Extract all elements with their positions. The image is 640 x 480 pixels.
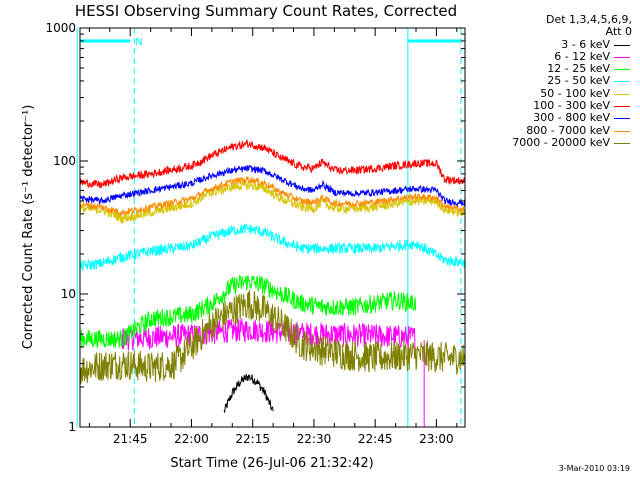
x-tick-label: 22:45 <box>358 432 393 446</box>
series-line <box>79 176 465 216</box>
x-tick-label: 22:30 <box>297 432 332 446</box>
legend-label: 25 - 50 keV <box>547 74 610 88</box>
y-tick-label: 1000 <box>45 21 76 35</box>
legend-label: 800 - 7000 keV <box>526 123 610 137</box>
series-line <box>79 274 417 349</box>
legend-swatch <box>614 44 630 46</box>
legend-label: 300 - 800 keV <box>533 111 610 125</box>
x-tick-label: 22:15 <box>235 432 270 446</box>
footer-timestamp: 3-Mar-2010 03:19 <box>558 464 630 473</box>
legend-entry: 12 - 25 keV <box>486 62 632 76</box>
y-axis-label: Corrected Count Rate (s⁻¹ detector⁻¹) <box>21 105 36 350</box>
legend-entry: 3 - 6 keV <box>486 37 632 51</box>
segment-label: N <box>135 37 142 48</box>
legend-swatch <box>614 142 630 144</box>
x-tick-label: 23:00 <box>419 432 454 446</box>
axis-layer: 1 10 100 1000 21:45 22:00 22:15 22:30 22:45 23:00 <box>45 21 465 446</box>
legend-swatch <box>614 69 630 71</box>
chart-title: HESSI Observing Summary Count Rates, Cor… <box>75 2 457 20</box>
x-tick-label: 21:45 <box>113 432 148 446</box>
y-tick-label: 1 <box>68 420 76 434</box>
plot-frame <box>79 27 466 428</box>
y-tick-label: 10 <box>61 287 76 301</box>
series-line <box>223 372 274 413</box>
legend-label: 100 - 300 keV <box>533 99 610 113</box>
legend-entry: 100 - 300 keV <box>486 99 632 113</box>
series-line <box>79 139 465 189</box>
legend-swatch <box>614 56 630 58</box>
legend: Det 1,3,4,5,6,9, Att 0 3 - 6 keV 6 - 12 … <box>486 13 632 149</box>
legend-header-attenuator: Att 0 <box>605 25 632 39</box>
legend-entry: 6 - 12 keV <box>486 49 632 63</box>
legend-entry: 800 - 7000 keV <box>486 123 632 137</box>
series-line <box>121 318 416 351</box>
legend-label: 3 - 6 keV <box>561 37 610 51</box>
series-line <box>79 165 466 208</box>
series-line <box>79 290 466 384</box>
x-axis-label: Start Time (26-Jul-06 21:32:42) <box>170 456 373 471</box>
legend-entry: 50 - 100 keV <box>486 86 632 100</box>
legend-label: 7000 - 20000 keV <box>512 135 610 149</box>
series-line <box>79 180 465 225</box>
legend-label: 6 - 12 keV <box>554 49 610 63</box>
legend-entry: 7000 - 20000 keV <box>486 135 632 149</box>
x-tick-label: 22:00 <box>174 432 209 446</box>
y-tick-label: 100 <box>53 154 76 168</box>
legend-swatch <box>614 106 630 108</box>
legend-swatch <box>614 93 630 95</box>
legend-label: 12 - 25 keV <box>547 62 610 76</box>
legend-header-detectors: Det 1,3,4,5,6,9, <box>545 13 632 26</box>
legend-entry: 300 - 800 keV <box>486 112 632 124</box>
legend-label: 50 - 100 keV <box>540 86 610 100</box>
legend-swatch <box>614 130 630 132</box>
legend-swatch <box>614 118 630 120</box>
legend-entry: 25 - 50 keV <box>486 75 632 87</box>
legend-swatch <box>614 81 630 83</box>
series-layer <box>79 139 466 413</box>
series-line <box>79 223 466 271</box>
